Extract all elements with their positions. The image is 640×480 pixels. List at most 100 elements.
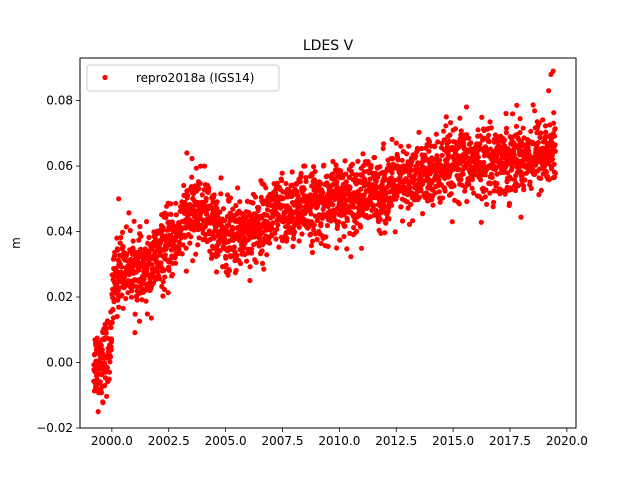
data-point [521,183,527,189]
data-point [546,177,552,183]
data-point [378,230,384,236]
data-point [521,187,527,193]
data-point [407,184,413,190]
data-point [299,231,305,237]
data-point [318,221,324,227]
data-point [399,157,405,163]
data-point [413,153,419,159]
data-point [517,130,523,136]
data-point [506,200,513,207]
data-point [494,181,500,187]
data-point [373,183,379,189]
data-point [518,139,525,145]
data-point [406,143,412,149]
data-point [118,234,124,241]
data-point [214,199,220,205]
data-point [117,240,123,246]
data-point [466,181,472,187]
data-point [309,172,315,178]
data-point [432,144,438,150]
data-point [296,224,302,230]
data-point [398,143,404,149]
data-point [227,195,234,201]
data-point [252,194,258,200]
data-point [324,222,331,229]
data-point [161,267,167,273]
data-point [458,176,464,183]
data-point [264,207,271,213]
data-point [395,157,401,163]
data-point [164,211,170,218]
data-point [218,191,224,197]
data-point [98,342,104,348]
data-point [360,151,366,157]
data-point [367,176,373,182]
plot-frame [79,57,577,429]
data-point [222,235,228,242]
data-point [157,276,163,282]
data-point [311,164,317,170]
legend: repro2018a (IGS14) [86,64,280,92]
data-point [334,179,340,185]
data-point [471,190,477,196]
data-point [469,176,475,183]
data-point [437,157,443,163]
data-point [355,158,361,164]
data-point [247,264,253,270]
data-point [225,272,231,278]
data-point [115,297,121,303]
data-point [94,335,100,341]
data-point [230,226,236,232]
data-point [538,187,544,193]
data-point [455,140,461,146]
data-point [342,158,348,164]
data-point [475,127,481,133]
data-point [197,163,204,169]
x-axis: 2000.0 2002.5 2005.0 2007.5 2010.0 2012.5 2015… [91,428,588,448]
data-point [223,255,229,261]
data-point [303,175,309,181]
data-point [512,187,519,194]
data-points [91,68,559,415]
data-point [104,365,110,371]
data-point [99,347,105,353]
y-tick-label: −0.02 [36,421,73,435]
data-point [364,204,371,210]
data-point [478,219,484,225]
y-axis: −0.02 0.00 0.02 0.04 0.06 0.08 [36,94,80,435]
data-point [108,324,114,331]
data-point [410,218,416,224]
data-point [279,178,285,184]
data-point [231,244,237,250]
data-point [213,269,220,275]
data-point [124,251,130,257]
data-point [125,290,131,296]
data-point [551,120,557,126]
data-point [347,184,353,190]
data-point [128,294,135,300]
data-point [221,218,228,224]
data-point [297,179,303,185]
data-point [406,221,413,227]
data-point [484,201,490,207]
data-point [368,162,374,168]
data-point [129,288,135,294]
data-point [275,222,281,228]
data-point [269,226,275,232]
data-point [380,145,386,152]
data-point [114,313,120,320]
data-point [302,210,308,216]
data-point [214,206,220,212]
data-point [320,190,326,196]
data-point [434,153,440,159]
x-tick-label: 2002.5 [148,434,190,448]
data-point [462,188,468,194]
data-point [226,222,232,228]
data-point [508,187,514,193]
data-point [393,140,399,146]
data-point [532,162,539,168]
data-point [272,230,278,236]
data-point [311,222,317,228]
data-point [491,188,497,194]
data-point [230,206,236,212]
